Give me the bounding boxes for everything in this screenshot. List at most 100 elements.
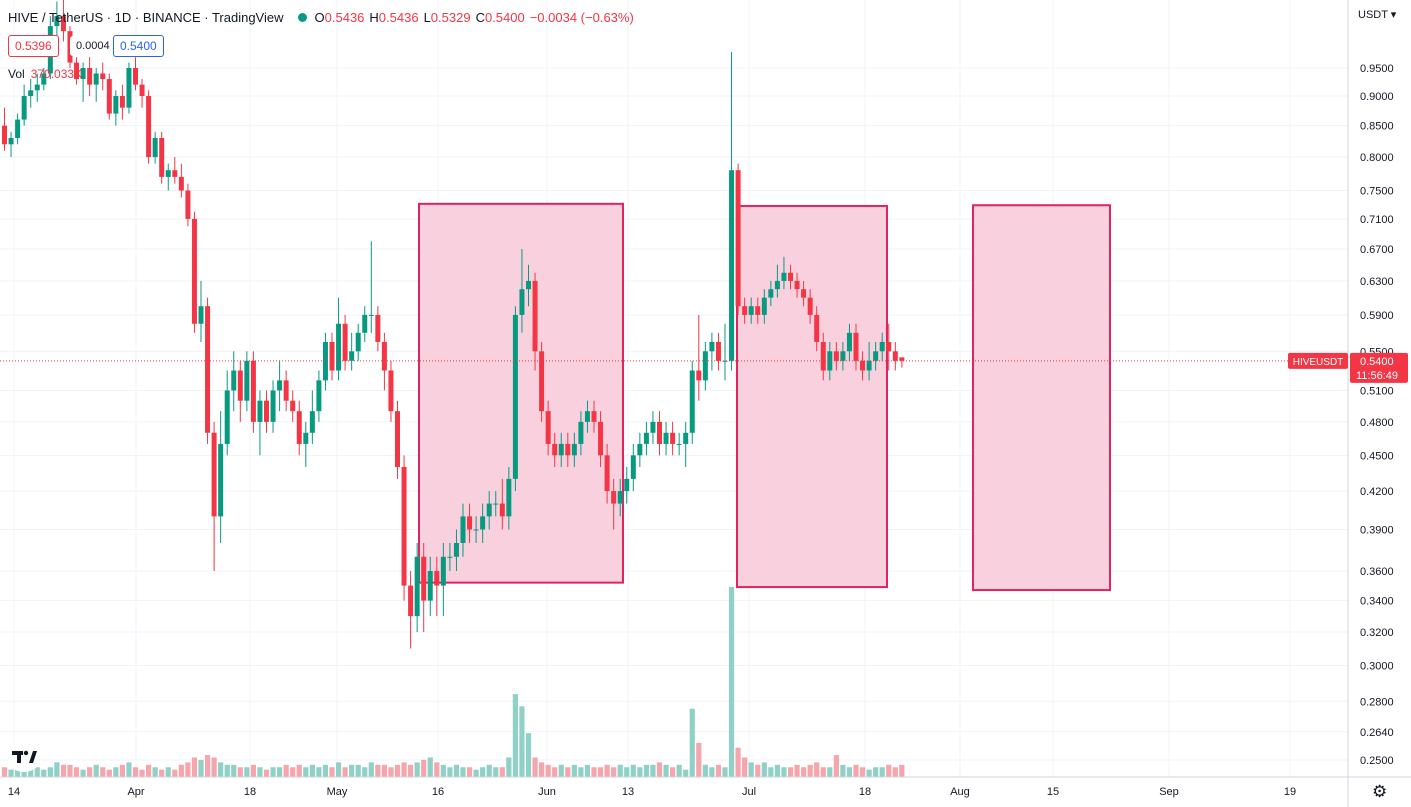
volume-bar	[611, 767, 617, 777]
candle-body	[277, 380, 283, 391]
candle-body	[794, 280, 800, 290]
currency-label: USDT	[1358, 9, 1388, 21]
highlight-box[interactable]	[736, 204, 888, 589]
candle-body	[814, 314, 820, 342]
y-tick-label: 0.2500	[1360, 755, 1394, 767]
volume-bar	[493, 767, 499, 777]
candle-body	[532, 280, 538, 352]
volume-bar	[696, 742, 702, 777]
candle-body	[761, 297, 767, 315]
candle-body	[519, 289, 525, 315]
candle-body	[526, 280, 531, 290]
volume-bar	[519, 706, 525, 777]
volume-bar	[41, 769, 47, 777]
candle-body	[774, 280, 780, 290]
candle-body	[486, 503, 492, 517]
x-tick-label: 16	[432, 786, 444, 798]
candle-body	[735, 170, 741, 307]
candle-body	[683, 432, 689, 444]
volume-bar	[211, 757, 217, 777]
volume-bar	[381, 764, 387, 777]
currency-selector[interactable]: USDT ▾	[1358, 9, 1397, 21]
open-value: 0.5436	[324, 10, 365, 25]
low-label: L	[423, 10, 431, 25]
volume-bar	[362, 767, 368, 777]
candle-body	[643, 432, 649, 444]
candle-body	[395, 411, 400, 467]
highlight-boxes[interactable]	[418, 202, 1111, 592]
x-tick-label: 14	[8, 786, 20, 798]
volume-bar	[525, 733, 532, 777]
candle-body	[558, 443, 564, 456]
volume-bar	[335, 762, 342, 777]
x-tick-label: 13	[622, 786, 634, 798]
x-tick-label: 19	[1284, 786, 1296, 798]
x-tick-label: Sep	[1159, 786, 1179, 798]
volume-bar	[60, 764, 67, 777]
volume-bar	[571, 764, 577, 777]
volume-bar	[414, 762, 420, 777]
y-tick-label: 0.2640	[1360, 727, 1394, 739]
tradingview-logo-icon[interactable]	[6, 740, 42, 772]
volume-bar	[899, 764, 905, 777]
volume-bar	[434, 762, 440, 777]
candle-body	[224, 390, 230, 444]
volume-bar	[768, 767, 774, 777]
volume-bar	[421, 759, 427, 777]
candle-body	[807, 297, 813, 315]
volume-bar	[820, 767, 826, 777]
volume-bar	[80, 769, 86, 777]
market-status-icon	[297, 13, 307, 22]
candle-body	[886, 341, 892, 352]
candle-body	[211, 432, 217, 517]
volume-bar	[368, 762, 374, 777]
y-tick-label: 0.8000	[1360, 152, 1394, 164]
volume-bar	[840, 764, 846, 777]
candle-body	[539, 351, 545, 412]
y-tick-label: 0.2800	[1360, 696, 1394, 708]
candle-body	[696, 370, 702, 381]
candle-body	[637, 443, 643, 456]
volume-bar	[578, 767, 584, 777]
volume-bar	[290, 767, 296, 777]
volume-bar	[139, 769, 145, 777]
candle-body	[100, 73, 106, 80]
volume-bar	[558, 764, 564, 777]
candle-body	[565, 443, 571, 456]
sell-price-button[interactable]: 0.5396	[8, 35, 59, 57]
gear-icon[interactable]: ⚙	[1372, 782, 1388, 801]
volume-bar	[270, 767, 276, 777]
candle-body	[427, 570, 433, 601]
y-tick-label: 0.7100	[1360, 214, 1394, 226]
volume-bar	[787, 767, 794, 777]
volume-bar	[624, 767, 630, 777]
close-value: 0.5400	[484, 10, 525, 25]
candle-body	[827, 351, 833, 371]
volume-bar	[781, 767, 787, 777]
volume-bar	[100, 767, 106, 777]
y-tick-label: 0.4200	[1360, 486, 1394, 498]
highlight-box[interactable]	[418, 202, 624, 584]
candle-body	[165, 170, 171, 177]
volume-bar	[807, 764, 813, 777]
volume-bar	[224, 764, 230, 777]
candle-body	[421, 556, 427, 601]
volume-bar	[250, 764, 256, 777]
tradingview-logo-icon-graphic	[12, 750, 37, 763]
y-tick-label: 0.6300	[1360, 276, 1394, 288]
candle-body	[584, 411, 590, 422]
symbol-title[interactable]: HIVE / TetherUS · 1D · BINANCE · Trading…	[8, 10, 284, 25]
candle-body	[447, 556, 453, 558]
x-tick-label: 15	[1047, 786, 1059, 798]
buy-price-button[interactable]: 0.5400	[113, 35, 164, 57]
close-label: C	[475, 10, 485, 25]
candle-body	[113, 96, 119, 114]
volume-bar	[702, 764, 708, 777]
y-tick-label: 0.6700	[1360, 244, 1394, 256]
candle-body	[74, 62, 80, 80]
volume-bar	[630, 764, 636, 777]
highlight-box[interactable]	[972, 204, 1111, 592]
volume-bar	[198, 759, 204, 777]
candle-body	[866, 360, 872, 371]
